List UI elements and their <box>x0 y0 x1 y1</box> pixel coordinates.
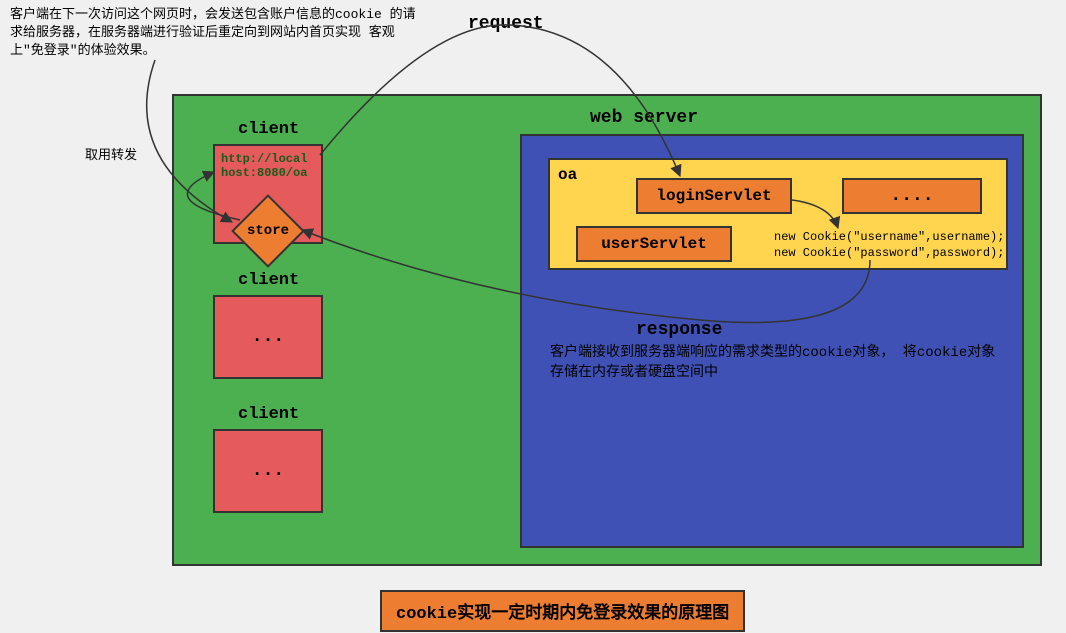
login-servlet-box: loginServlet <box>636 178 792 214</box>
caption: cookie实现一定时期内免登录效果的原理图 <box>380 590 745 632</box>
user-servlet-box: userServlet <box>576 226 732 262</box>
forward-label: 取用转发 <box>85 144 137 163</box>
more-servlet-box: .... <box>842 178 982 214</box>
webserver-label: web server <box>590 108 698 128</box>
client2-label: client <box>238 271 299 290</box>
client1-label: client <box>238 120 299 139</box>
store-label: store <box>244 207 292 255</box>
diagram-canvas: 客户端在下一次访问这个网页时，会发送包含账户信息的cookie 的请求给服务器，… <box>0 0 1066 633</box>
cookie-code: new Cookie("username",username); new Coo… <box>774 230 1004 261</box>
client1-url: http://local host:8080/oa <box>221 152 307 180</box>
client3-label: client <box>238 405 299 424</box>
request-label: request <box>468 14 544 34</box>
oa-label: oa <box>558 166 577 184</box>
client3-box: ... <box>213 429 323 513</box>
response-desc: 客户端接收到服务器端响应的需求类型的cookie对象， 将cookie对象存储在… <box>550 344 1000 383</box>
response-label: response <box>636 320 722 340</box>
client2-box: ... <box>213 295 323 379</box>
top-description: 客户端在下一次访问这个网页时，会发送包含账户信息的cookie 的请求给服务器，… <box>10 6 420 61</box>
